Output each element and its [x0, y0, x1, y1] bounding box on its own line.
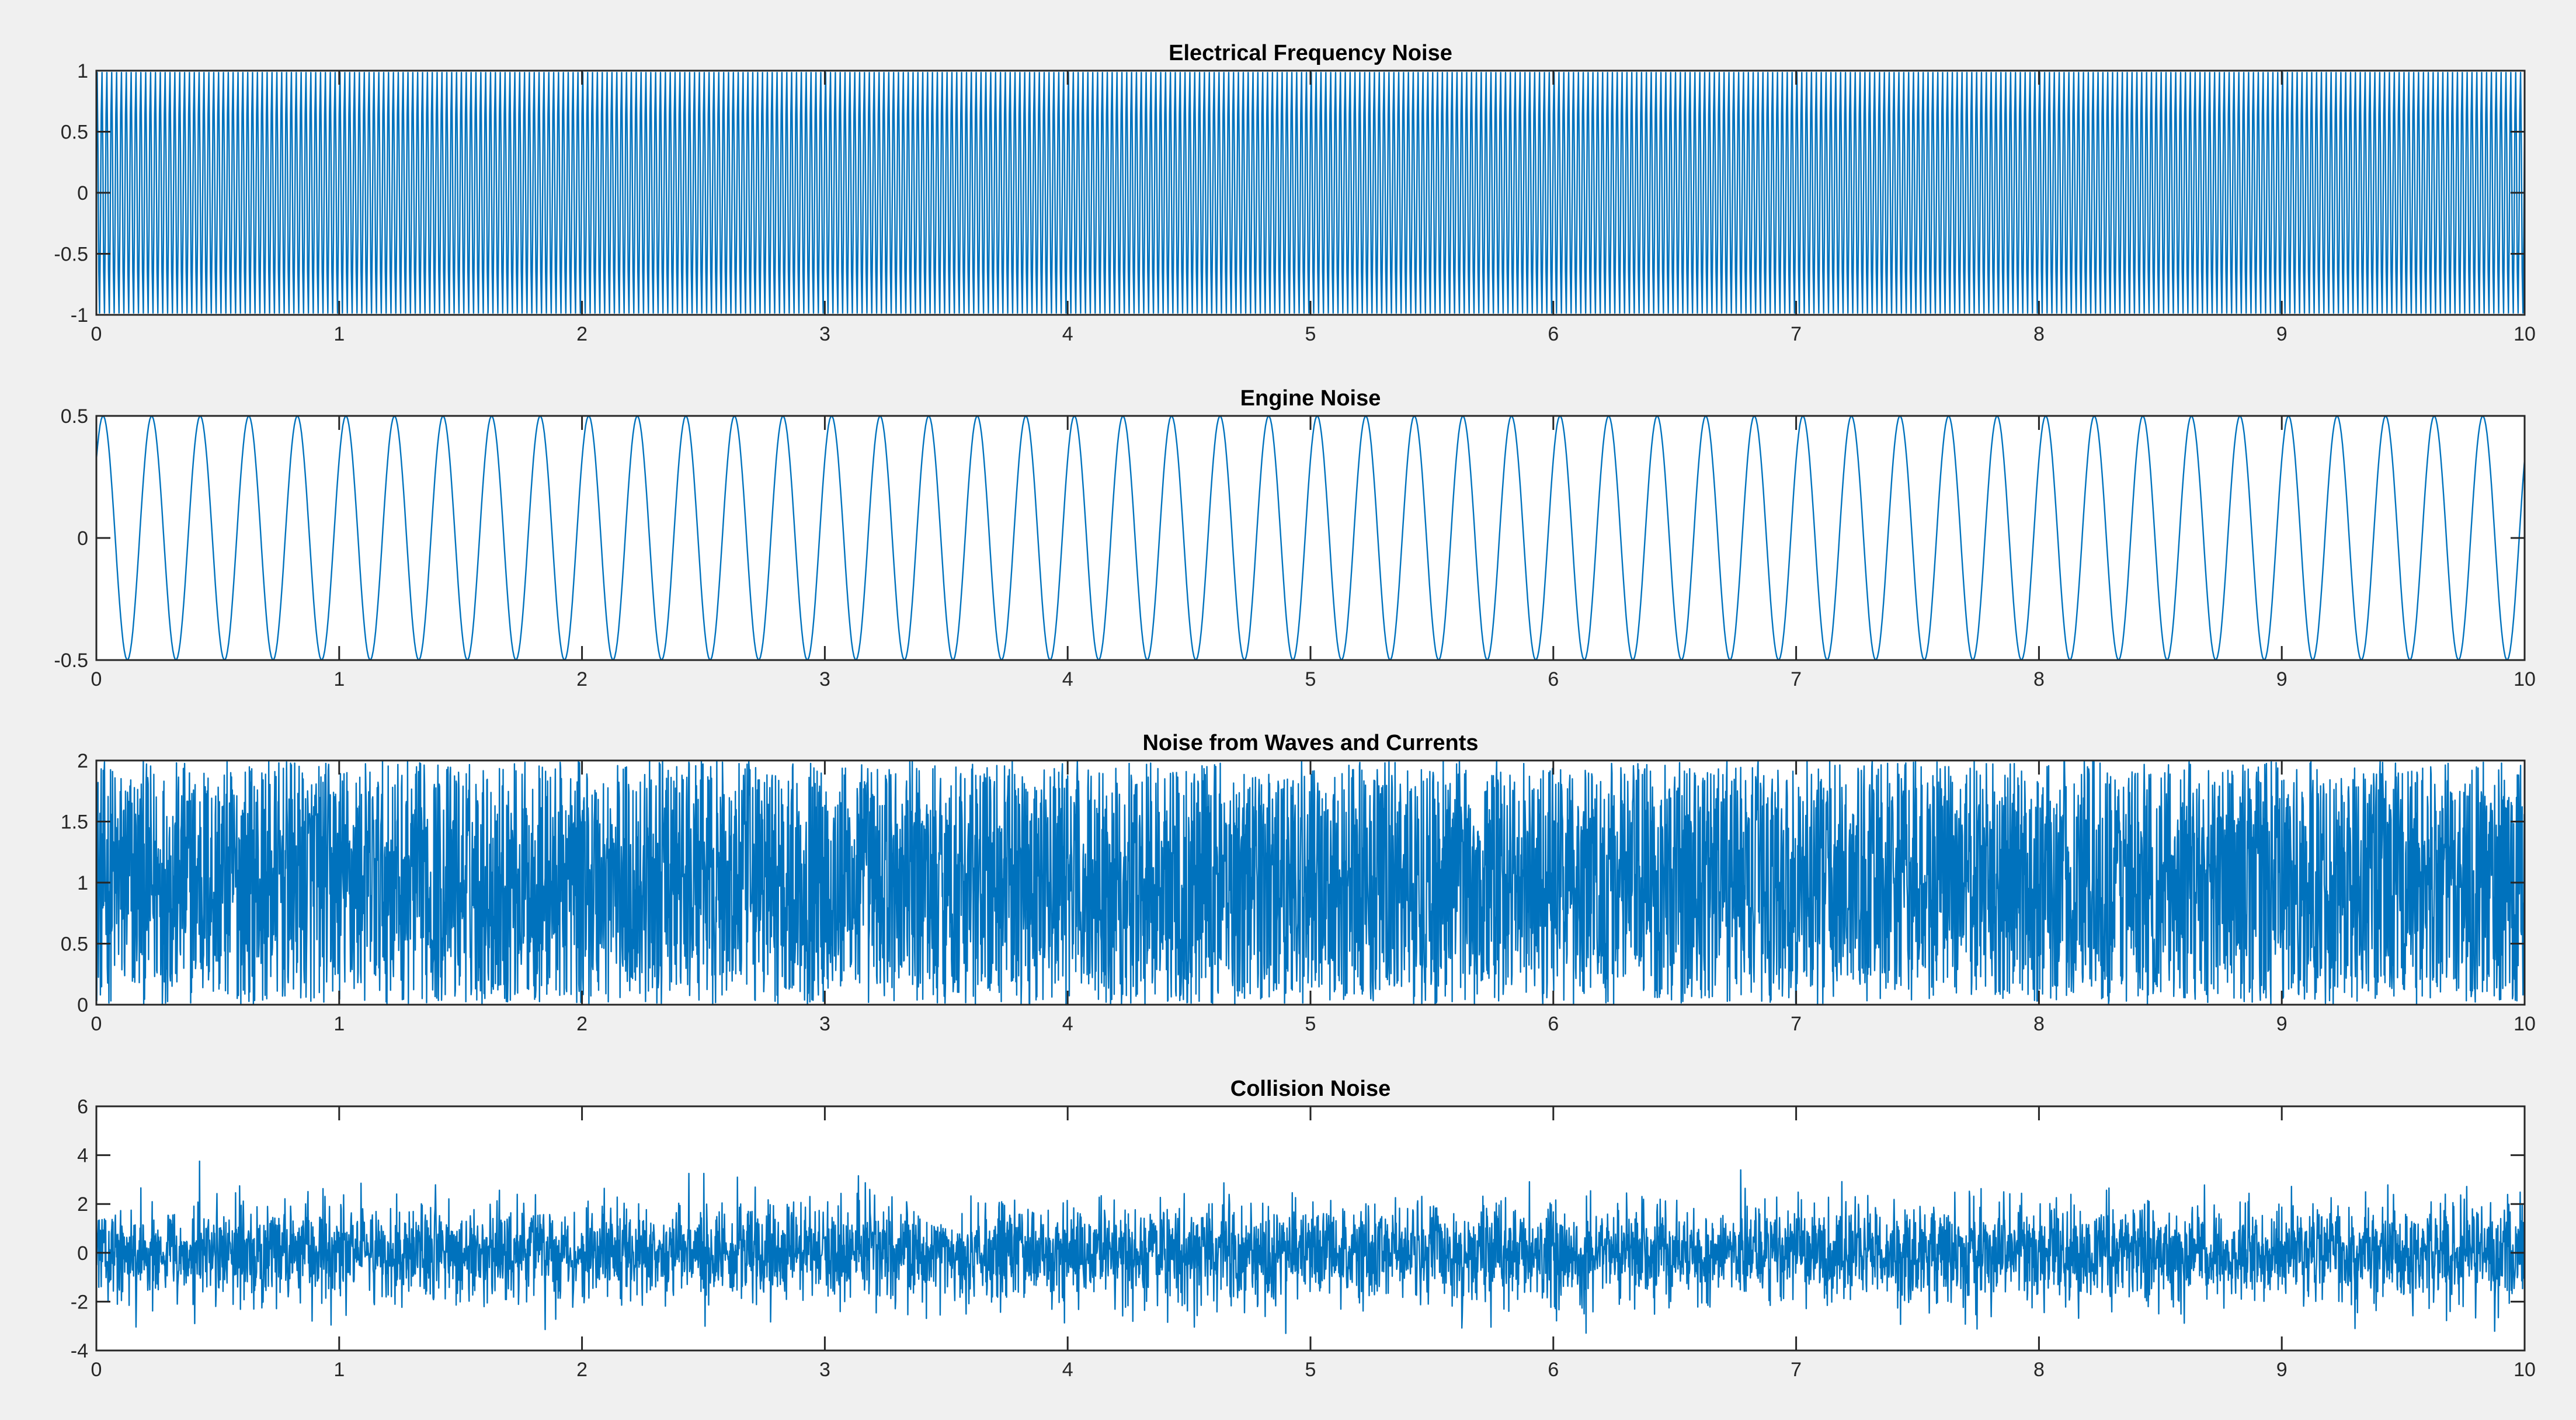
- x-tick-label: 3: [819, 323, 830, 345]
- x-tick-label: 6: [1548, 668, 1559, 690]
- y-tick-label: -0.5: [54, 244, 88, 266]
- x-tick-label: 9: [2276, 668, 2288, 690]
- axes-border: [95, 1105, 2526, 1352]
- y-tick-label: 0.5: [61, 405, 88, 428]
- tick-group: 0 1 2 3 4 5 6 7 8 9 10 1 0.5 0 -0.5 -1: [54, 60, 2536, 345]
- x-tick-label: 7: [1791, 1013, 1802, 1035]
- x-tick-label: 7: [1791, 1359, 1802, 1381]
- x-tick-label: 4: [1062, 1013, 1073, 1035]
- x-tick-label: 0: [91, 1359, 102, 1381]
- x-tick-label: 6: [1548, 1359, 1559, 1381]
- x-tick-label: 8: [2033, 1013, 2045, 1035]
- x-tick-label: 2: [576, 668, 587, 690]
- x-tick-label: 1: [333, 1359, 345, 1381]
- axes-border: [95, 415, 2526, 661]
- y-tick-label: -2: [71, 1291, 88, 1313]
- x-tick-label: 5: [1305, 1359, 1316, 1381]
- x-tick-label: 7: [1791, 668, 1802, 690]
- y-tick-label: 4: [77, 1145, 88, 1167]
- x-tick-label: 7: [1791, 323, 1802, 345]
- y-tick-label: 2: [77, 1193, 88, 1216]
- x-tick-label: 8: [2033, 1359, 2045, 1381]
- y-tick-label: 0: [77, 527, 88, 550]
- x-tick-label: 3: [819, 1359, 830, 1381]
- x-tick-label: 1: [333, 323, 345, 345]
- y-tick-label: 6: [77, 1096, 88, 1118]
- x-tick-label: 4: [1062, 1359, 1073, 1381]
- series-line-0: [96, 1160, 2525, 1334]
- y-tick-label: 1.5: [61, 811, 88, 834]
- y-tick-label: -4: [71, 1340, 88, 1362]
- x-tick-label: 5: [1305, 1013, 1316, 1035]
- x-tick-label: 9: [2276, 323, 2288, 345]
- y-tick-label: 0.5: [61, 933, 88, 956]
- x-tick-label: 6: [1548, 323, 1559, 345]
- subplot-electrical: 0 1 2 3 4 5 6 7 8 9 10 1 0.5 0 -0.5 -1 Electrical Frequ…: [54, 41, 2536, 345]
- x-tick-label: 2: [576, 1359, 587, 1381]
- y-tick-label: 0: [77, 182, 88, 204]
- x-tick-label: 1: [333, 668, 345, 690]
- series-group: [96, 416, 2525, 660]
- x-tick-label: 4: [1062, 323, 1073, 345]
- x-tick-label: 8: [2033, 668, 2045, 690]
- subplot-title: Noise from Waves and Currents: [1142, 731, 1478, 755]
- x-tick-label: 10: [2514, 1013, 2536, 1035]
- x-tick-label: 5: [1305, 668, 1316, 690]
- subplot-collision: 0 1 2 3 4 5 6 7 8 9 10 6 4 2 0 -2 -4 Collision Noise: [71, 1077, 2536, 1381]
- x-tick-label: 5: [1305, 323, 1316, 345]
- series-group: [96, 1160, 2525, 1334]
- y-tick-label: 0.5: [61, 121, 88, 144]
- series-group: [96, 761, 2525, 1005]
- y-tick-label: 0: [77, 994, 88, 1016]
- x-tick-label: 6: [1548, 1013, 1559, 1035]
- y-tick-label: 0: [77, 1242, 88, 1265]
- x-tick-label: 2: [576, 323, 587, 345]
- subplot-title: Engine Noise: [1240, 386, 1381, 411]
- series-line-0: [96, 761, 2525, 1005]
- x-tick-label: 9: [2276, 1013, 2288, 1035]
- x-tick-label: 3: [819, 668, 830, 690]
- y-tick-label: 1: [77, 872, 88, 894]
- y-tick-label: 2: [77, 750, 88, 772]
- subplot-engine: 0 1 2 3 4 5 6 7 8 9 100.50-0.5 Engine Noise: [54, 386, 2536, 690]
- series-line-0: [96, 416, 2525, 660]
- x-tick-label: 10: [2514, 1359, 2536, 1381]
- axes-border: [95, 759, 2526, 1006]
- series-group: [96, 71, 2525, 314]
- subplot-title: Collision Noise: [1230, 1077, 1390, 1101]
- y-tick-label: 1: [77, 60, 88, 82]
- y-tick-label: -0.5: [54, 650, 88, 672]
- x-tick-label: 0: [91, 1013, 102, 1035]
- x-tick-label: 8: [2033, 323, 2045, 345]
- tick-group: 0 1 2 3 4 5 6 7 8 9 100.50-0.5: [54, 405, 2536, 690]
- series-line-0: [96, 71, 2525, 314]
- subplot-title: Electrical Frequency Noise: [1169, 41, 1452, 65]
- y-tick-label: -1: [71, 304, 88, 327]
- x-tick-label: 9: [2276, 1359, 2288, 1381]
- subplot-waves-currents: 0 1 2 3 4 5 6 7 8 9 10 2 1.5 1 0.5 0 Noise from Waves a…: [61, 731, 2536, 1035]
- axes-border: [95, 70, 2526, 316]
- x-tick-label: 3: [819, 1013, 830, 1035]
- x-tick-label: 10: [2514, 668, 2536, 690]
- x-tick-label: 2: [576, 1013, 587, 1035]
- x-tick-label: 1: [333, 1013, 345, 1035]
- x-tick-label: 10: [2514, 323, 2536, 345]
- x-tick-label: 0: [91, 323, 102, 345]
- x-tick-label: 0: [91, 668, 102, 690]
- x-tick-label: 4: [1062, 668, 1073, 690]
